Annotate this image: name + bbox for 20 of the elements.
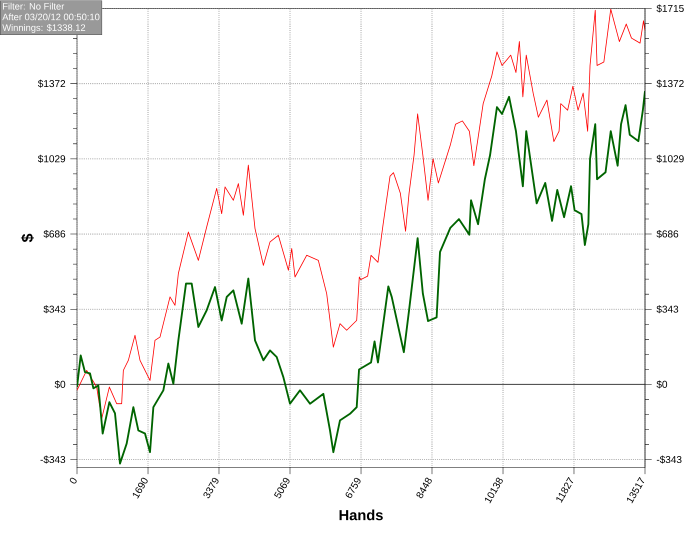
y2-tick-label: $686 [656,230,678,238]
annotation: Winnings: $1338.12 [2,24,86,33]
x-tick-label: 0 [70,478,77,484]
text: Filter: No Filter [3,2,64,10]
y-tick-label: $343 [43,304,66,314]
y-tick-label: $1029 [38,154,66,163]
y-tick-label: -$343 [40,455,66,464]
annotation: After 03/20/12 00:50:10 [2,13,100,20]
y2-tick-label: $1372 [656,79,684,88]
line-series [77,90,645,464]
y2-tick-label: $1715 [656,4,684,12]
x-axis-title: Hands [340,509,383,520]
y-axis-title: $ [20,234,34,242]
y-tick-label: $686 [43,230,66,238]
y2-tick-label: $1029 [656,154,684,163]
y2-tick-label: $0 [656,380,668,388]
y2-tick-label: -$343 [656,455,682,464]
y-tick-label: $0 [54,380,66,388]
y-tick-label: $1372 [38,79,66,88]
y2-tick-label: $343 [656,304,678,314]
